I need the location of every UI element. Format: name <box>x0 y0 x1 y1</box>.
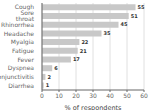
svg-text:Diarrhea: Diarrhea <box>8 82 34 89</box>
svg-text:Fatigue: Fatigue <box>12 47 34 55</box>
svg-text:0: 0 <box>40 92 44 99</box>
svg-text:Headache: Headache <box>8 30 34 37</box>
svg-text:60: 60 <box>140 92 142 99</box>
svg-text:45: 45 <box>121 21 128 27</box>
svg-text:17: 17 <box>73 56 80 62</box>
svg-text:20: 20 <box>72 92 80 99</box>
svg-text:6: 6 <box>54 65 58 71</box>
svg-text:22: 22 <box>81 39 88 45</box>
svg-text:1: 1 <box>46 82 50 88</box>
svg-text:51: 51 <box>131 13 138 19</box>
svg-text:Cough: Cough <box>15 3 34 11</box>
svg-text:55: 55 <box>138 4 143 10</box>
svg-text:Myalgia: Myalgia <box>11 38 35 46</box>
svg-text:Conjunctivitis: Conjunctivitis <box>8 73 34 81</box>
svg-text:Sorethroat: Sorethroat <box>16 9 35 22</box>
svg-text:35: 35 <box>104 30 111 36</box>
svg-text:30: 30 <box>89 92 97 99</box>
svg-text:21: 21 <box>80 48 87 54</box>
svg-text:2: 2 <box>47 74 51 80</box>
svg-text:Fever: Fever <box>17 56 34 63</box>
svg-text:10: 10 <box>55 92 63 99</box>
svg-text:40: 40 <box>106 92 114 99</box>
svg-text:Dyspnea: Dyspnea <box>8 64 34 72</box>
svg-text:50: 50 <box>123 92 131 99</box>
svg-text:% of respondents: % of respondents <box>65 104 123 110</box>
